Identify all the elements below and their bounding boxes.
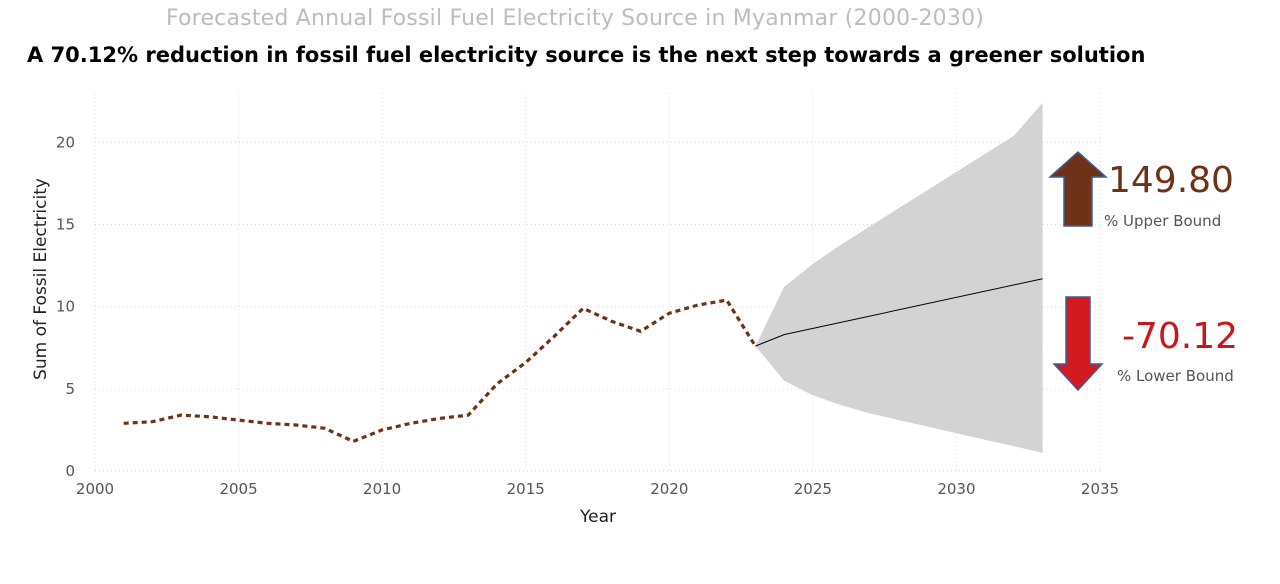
y-tick-label: 0: [65, 462, 75, 480]
lower-bound-value: -70.12: [1122, 316, 1239, 357]
actual-series-line: [123, 298, 757, 444]
y-tick-label: 20: [56, 133, 75, 151]
chart-subtitle: A 70.12% reduction in fossil fuel electr…: [27, 43, 1146, 67]
x-tick-label: 2015: [507, 480, 545, 498]
x-tick-label: 2000: [76, 480, 114, 498]
series-layer: [123, 278, 1043, 444]
y-tick-label: 10: [56, 298, 75, 316]
confidence-band-layer: [755, 102, 1043, 453]
kpi-arrows: [1048, 150, 1108, 392]
confidence-band: [755, 102, 1043, 453]
axis-layer: 2000 2005 2010 2015 2020 2025 2030 2035 0 5 10 15 20…: [31, 133, 1119, 527]
x-tick-label: 2010: [363, 480, 401, 498]
x-tick-label: 2025: [794, 480, 832, 498]
forecast-series-line: [755, 278, 1043, 347]
x-tick-label: 2005: [219, 480, 257, 498]
down-arrow-icon: [1052, 296, 1104, 392]
upper-bound-value: 149.80: [1108, 160, 1234, 201]
y-axis-title: Sum of Fossil Electricity: [31, 178, 51, 380]
x-tick-label: 2030: [937, 480, 975, 498]
y-tick-label: 5: [65, 380, 75, 398]
x-tick-label: 2020: [650, 480, 688, 498]
x-tick-label: 2035: [1081, 480, 1119, 498]
upper-bound-label: % Upper Bound: [1104, 212, 1222, 230]
lower-bound-label: % Lower Bound: [1117, 367, 1234, 385]
chart-title: Forecasted Annual Fossil Fuel Electricit…: [165, 6, 985, 31]
up-arrow-icon: [1048, 150, 1108, 227]
x-axis-title: Year: [579, 507, 616, 527]
y-tick-label: 15: [56, 215, 75, 233]
